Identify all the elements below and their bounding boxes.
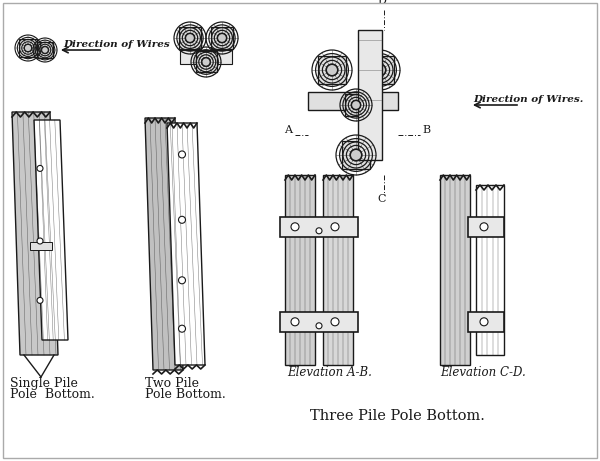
Circle shape: [374, 65, 386, 76]
Circle shape: [179, 325, 185, 332]
Polygon shape: [34, 120, 68, 340]
Text: C: C: [378, 194, 386, 204]
Circle shape: [480, 318, 488, 326]
Bar: [308, 92, 398, 110]
Text: Single Pile: Single Pile: [10, 377, 78, 390]
Circle shape: [37, 297, 43, 303]
Circle shape: [316, 228, 322, 234]
Text: Direction of Wires: Direction of Wires: [63, 40, 170, 49]
Text: Pole  Bottom.: Pole Bottom.: [10, 388, 95, 401]
Polygon shape: [12, 112, 58, 355]
Circle shape: [37, 238, 43, 244]
Polygon shape: [440, 175, 470, 365]
Bar: [366, 56, 394, 84]
Polygon shape: [323, 175, 353, 365]
Circle shape: [218, 34, 226, 42]
Bar: [318, 56, 346, 84]
Circle shape: [291, 318, 299, 326]
Bar: [468, 217, 504, 237]
Bar: [358, 30, 382, 160]
Bar: [280, 312, 358, 332]
Circle shape: [185, 34, 194, 42]
Circle shape: [179, 277, 185, 284]
Text: Direction of Wires.: Direction of Wires.: [473, 95, 583, 104]
Circle shape: [352, 100, 361, 109]
Circle shape: [480, 223, 488, 231]
Text: A: A: [284, 125, 292, 135]
Text: Elevation A-B.: Elevation A-B.: [287, 366, 372, 379]
Bar: [345, 94, 367, 116]
Bar: [468, 312, 504, 332]
Polygon shape: [476, 185, 504, 355]
Bar: [179, 27, 201, 49]
Circle shape: [25, 44, 32, 52]
Text: B: B: [422, 125, 430, 135]
Circle shape: [331, 223, 339, 231]
Circle shape: [202, 58, 210, 66]
Circle shape: [179, 151, 185, 158]
Polygon shape: [285, 175, 315, 365]
Bar: [342, 141, 370, 169]
Circle shape: [350, 149, 362, 160]
Bar: [280, 217, 358, 237]
Circle shape: [37, 165, 43, 171]
Bar: [180, 50, 232, 64]
Circle shape: [331, 318, 339, 326]
Circle shape: [316, 323, 322, 329]
Polygon shape: [167, 123, 205, 365]
Bar: [19, 39, 37, 57]
Text: Three Pile Pole Bottom.: Three Pile Pole Bottom.: [310, 409, 485, 423]
Text: D: D: [377, 0, 386, 6]
Circle shape: [179, 216, 185, 223]
Polygon shape: [145, 118, 183, 370]
Text: Pole Bottom.: Pole Bottom.: [145, 388, 226, 401]
Text: Elevation C-D.: Elevation C-D.: [440, 366, 526, 379]
Bar: [30, 242, 52, 250]
Bar: [196, 52, 217, 72]
Bar: [37, 41, 53, 59]
Circle shape: [291, 223, 299, 231]
Text: Two Pile: Two Pile: [145, 377, 199, 390]
Circle shape: [41, 47, 49, 53]
Bar: [211, 27, 233, 49]
Circle shape: [326, 65, 338, 76]
